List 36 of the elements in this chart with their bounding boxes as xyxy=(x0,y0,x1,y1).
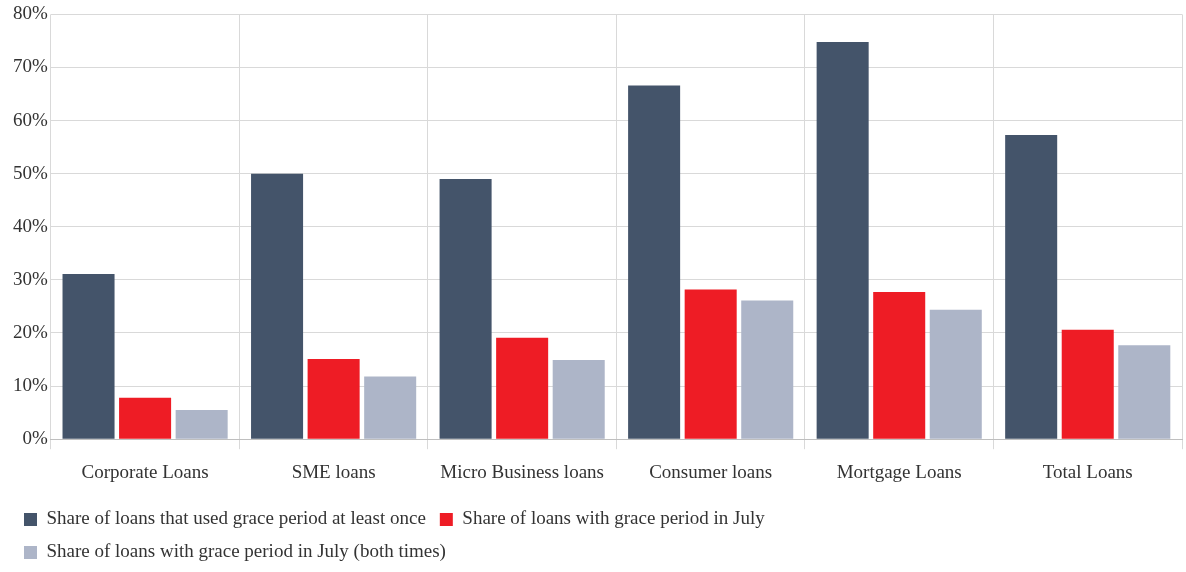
y-tick-label: 60% xyxy=(13,108,48,130)
bar xyxy=(439,179,492,439)
x-tick-label: SME loans xyxy=(291,460,376,482)
bar xyxy=(1061,329,1114,439)
bar xyxy=(816,42,869,439)
bar xyxy=(552,360,605,439)
x-tick-label: Corporate Loans xyxy=(81,460,209,482)
bar xyxy=(1118,345,1171,439)
y-tick-label: 70% xyxy=(13,55,48,77)
y-tick-label: 0% xyxy=(22,427,48,449)
bar xyxy=(119,397,172,439)
bar xyxy=(364,376,417,439)
x-tick-label: Total Loans xyxy=(1042,460,1133,482)
legend-label: Share of loans with grace period in July xyxy=(462,507,766,529)
x-tick-label: Micro Business loans xyxy=(440,460,604,482)
bar xyxy=(62,274,115,439)
y-tick-label: 80% xyxy=(13,2,48,24)
bar xyxy=(929,309,982,439)
bar xyxy=(873,292,926,439)
bar xyxy=(496,337,549,439)
y-tick-label: 30% xyxy=(13,267,48,289)
bar xyxy=(684,289,737,439)
bar xyxy=(175,410,228,439)
bar xyxy=(1005,134,1058,439)
bar xyxy=(628,85,681,439)
y-tick-label: 20% xyxy=(13,320,48,342)
y-tick-label: 50% xyxy=(13,161,48,183)
bar xyxy=(251,173,304,439)
y-tick-label: 40% xyxy=(13,214,48,236)
legend-label: Share of loans that used grace period at least once xyxy=(46,507,426,529)
x-tick-label: Mortgage Loans xyxy=(836,460,962,482)
bar xyxy=(307,359,360,439)
x-tick-label: Consumer loans xyxy=(649,460,773,482)
bar xyxy=(741,300,794,439)
legend-label: Share of loans with grace period in July (both times) xyxy=(46,540,446,563)
y-tick-label: 10% xyxy=(13,374,48,396)
